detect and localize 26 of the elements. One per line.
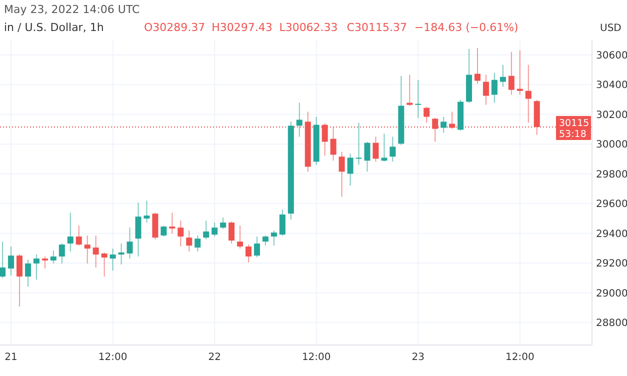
y-axis-title: USD <box>600 23 622 34</box>
x-tick-label: 22 <box>208 352 221 363</box>
y-tick-label: 29000 <box>596 288 627 300</box>
y-tick-label: 30600 <box>596 50 627 62</box>
y-tick-label: 30400 <box>596 80 627 92</box>
x-tick-label: 23 <box>412 352 424 363</box>
chart-subtitle: May 23, 2022 14:06 UTC <box>4 3 140 16</box>
y-tick-label: 29800 <box>596 169 627 180</box>
annotation: 53:18 <box>559 128 586 140</box>
y-tick-label: 29600 <box>596 199 627 210</box>
y-tick-label: 30200 <box>596 110 627 121</box>
x-tick-label: 12:00 <box>98 352 128 363</box>
text: O30289.37 <box>144 21 206 34</box>
ref-line-label: 30115 <box>559 118 590 129</box>
x-tick-label: 12:00 <box>302 352 331 363</box>
chart-title: in / U.S. Dollar, 1h <box>4 21 104 34</box>
y-tick-label: 30000 <box>596 140 627 151</box>
text: −184.63 (−0.61%) <box>414 21 518 34</box>
y-tick-label: 29200 <box>596 258 627 270</box>
y-tick-label: 29400 <box>596 228 627 240</box>
x-tick-label: 21 <box>4 352 18 363</box>
x-tick-label: 12:00 <box>505 352 534 363</box>
text: C30115.37 <box>346 21 407 34</box>
text: L30062.33 <box>279 21 338 34</box>
text: H30297.43 <box>212 21 272 34</box>
y-tick-label: 28800 <box>596 318 627 330</box>
